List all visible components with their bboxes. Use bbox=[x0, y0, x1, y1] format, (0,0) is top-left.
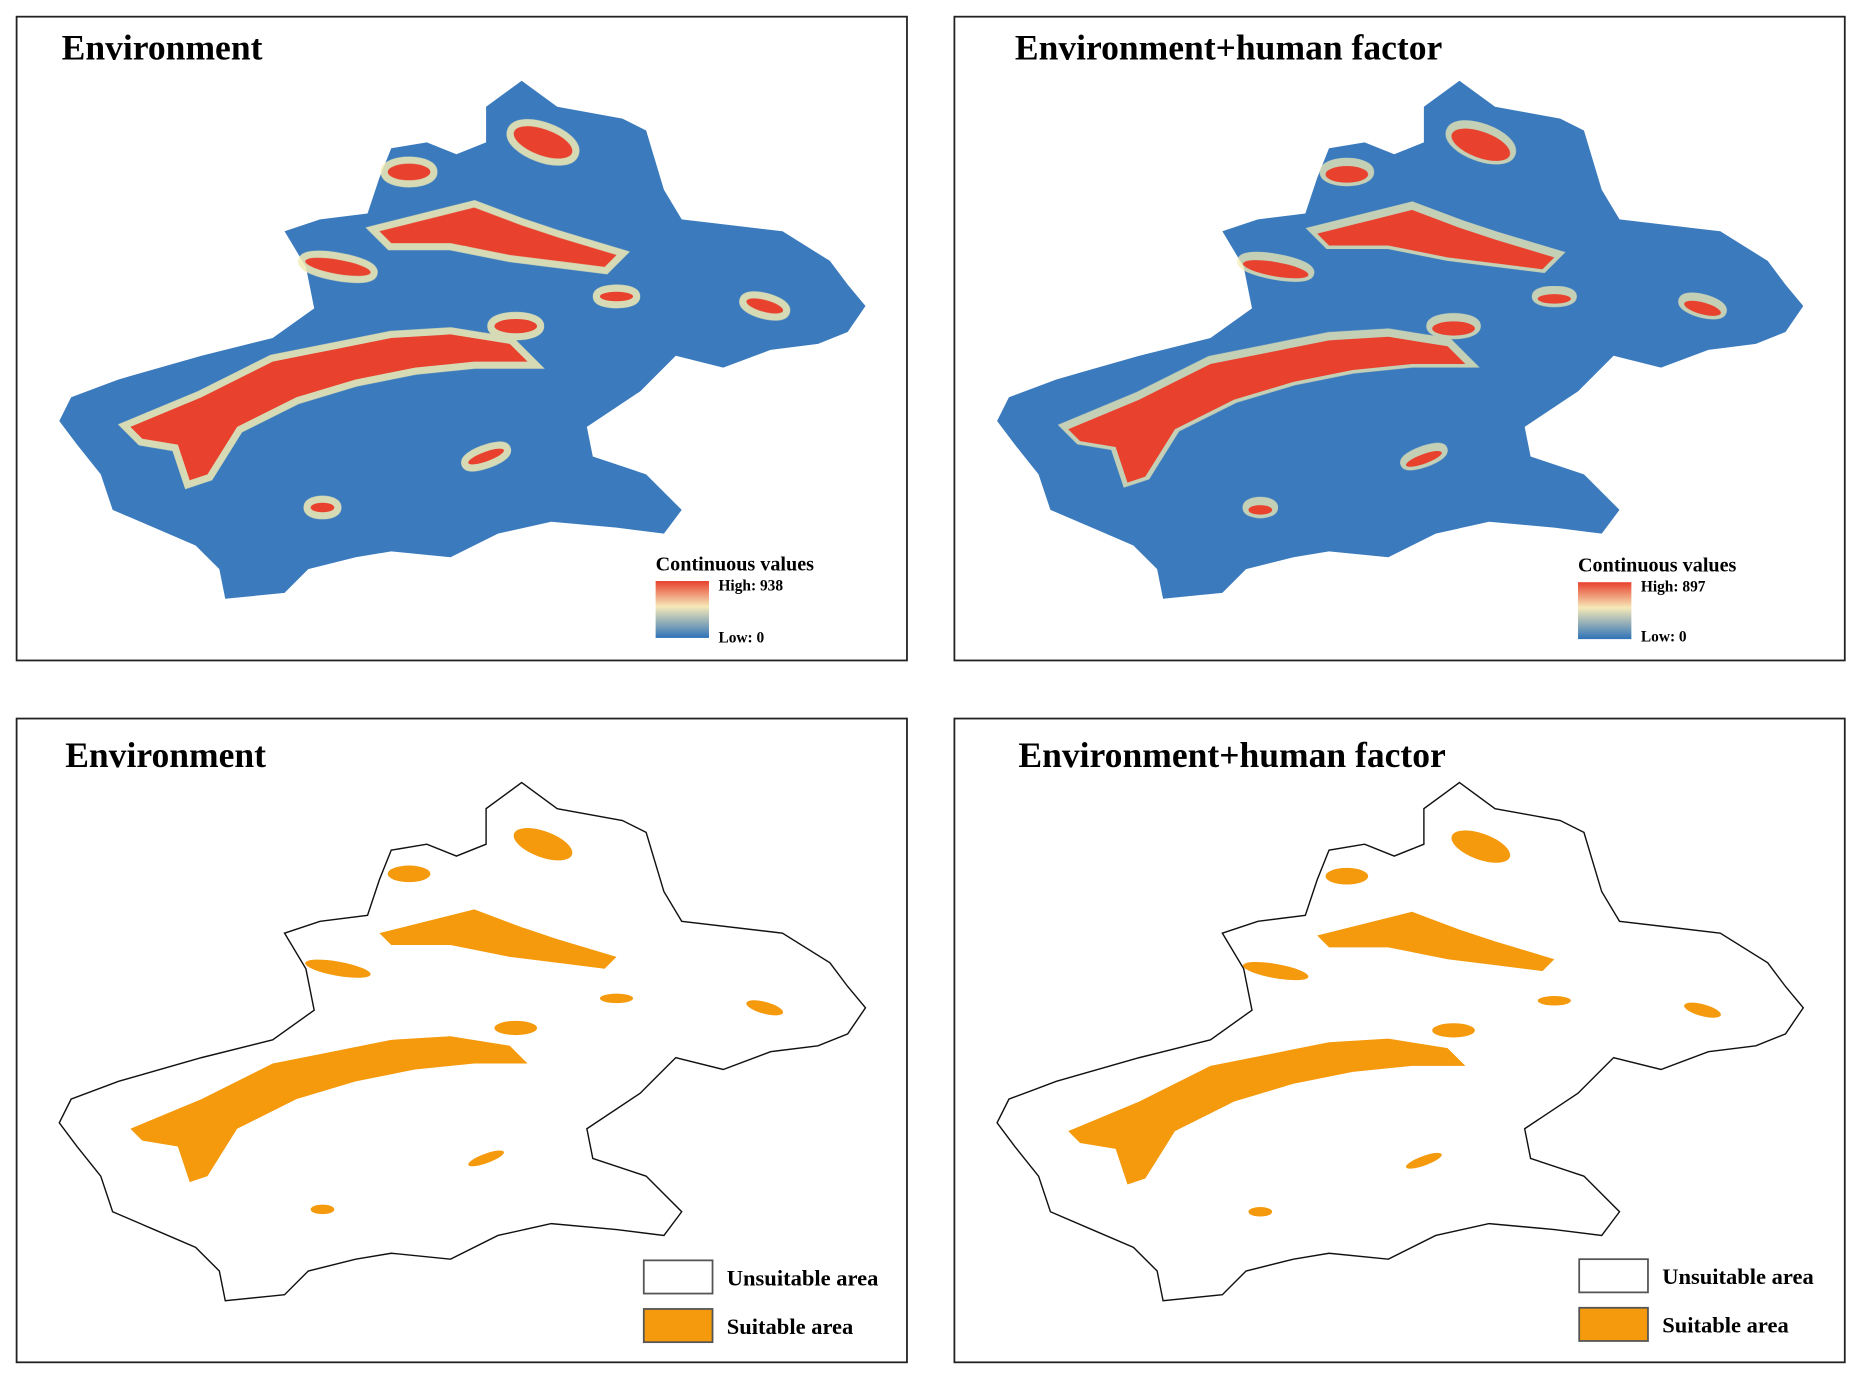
legend-label: Suitable area bbox=[1662, 1313, 1789, 1338]
legend-label: Unsuitable area bbox=[727, 1265, 879, 1290]
legend-swatch bbox=[1578, 1258, 1649, 1294]
legend-ramp bbox=[655, 581, 709, 638]
panel-title: Environment+human factor bbox=[1018, 735, 1446, 775]
panel-title: Environment bbox=[62, 27, 263, 67]
panel-title: Environment+human factor bbox=[1015, 27, 1443, 67]
legend-label: Unsuitable area bbox=[1662, 1264, 1814, 1289]
panel: Environment Unsuitable area Suitable are… bbox=[15, 717, 908, 1364]
legend-ramp bbox=[1578, 582, 1632, 640]
legend-low: Low: 0 bbox=[1641, 628, 1687, 645]
legend-high: High: 897 bbox=[1641, 579, 1706, 596]
legend-high: High: 938 bbox=[718, 578, 783, 595]
legend-title: Continuous values bbox=[656, 553, 815, 575]
panel: Environment Continuous values High: 938 … bbox=[15, 15, 908, 662]
legend-swatch bbox=[642, 1259, 714, 1295]
legend-label: Suitable area bbox=[727, 1314, 854, 1339]
legend-swatch bbox=[642, 1308, 714, 1344]
legend-swatch bbox=[1578, 1306, 1649, 1342]
panel-title: Environment bbox=[65, 735, 266, 775]
legend-title: Continuous values bbox=[1578, 555, 1737, 577]
legend-low: Low: 0 bbox=[718, 630, 764, 647]
panel: Environment+human factor Continuous valu… bbox=[953, 15, 1846, 662]
panel: Environment+human factor Unsuitable area… bbox=[953, 717, 1846, 1364]
